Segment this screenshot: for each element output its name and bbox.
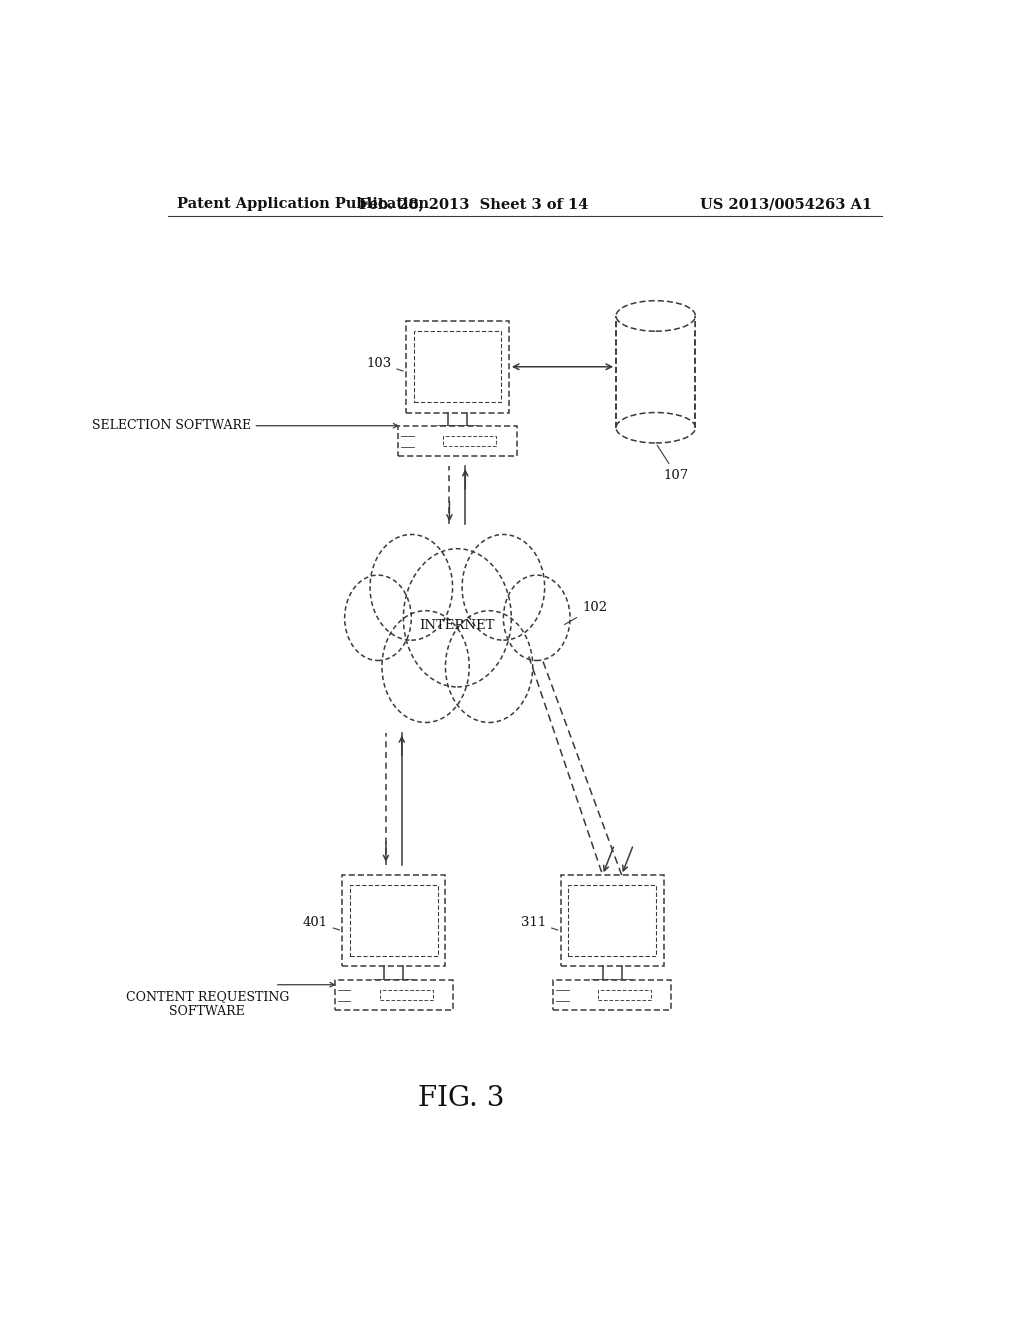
FancyBboxPatch shape [335,979,454,1010]
Ellipse shape [616,413,695,444]
FancyBboxPatch shape [568,886,655,956]
Text: 107: 107 [657,445,689,482]
Text: SELECTION SOFTWARE: SELECTION SOFTWARE [92,420,251,432]
FancyBboxPatch shape [342,875,445,966]
FancyBboxPatch shape [380,990,433,1001]
FancyBboxPatch shape [553,979,672,1010]
Text: 103: 103 [367,356,403,371]
Text: Patent Application Publication: Patent Application Publication [177,197,429,211]
FancyBboxPatch shape [398,426,517,457]
Text: 401: 401 [303,916,340,931]
Circle shape [462,535,545,640]
FancyBboxPatch shape [406,321,509,412]
Text: FIG. 3: FIG. 3 [418,1085,505,1111]
Circle shape [403,549,511,686]
FancyBboxPatch shape [616,315,694,331]
Circle shape [382,611,469,722]
Text: US 2013/0054263 A1: US 2013/0054263 A1 [700,197,872,211]
FancyBboxPatch shape [598,990,651,1001]
Circle shape [445,611,532,722]
Text: CONTENT REQUESTING
SOFTWARE: CONTENT REQUESTING SOFTWARE [126,990,289,1018]
Text: INTERNET: INTERNET [420,619,495,632]
FancyBboxPatch shape [350,886,437,956]
FancyBboxPatch shape [414,331,501,403]
Circle shape [504,576,570,660]
Circle shape [370,535,453,640]
FancyBboxPatch shape [443,436,497,446]
Circle shape [345,576,412,660]
FancyBboxPatch shape [560,875,664,966]
Text: Feb. 28, 2013  Sheet 3 of 14: Feb. 28, 2013 Sheet 3 of 14 [358,197,588,211]
Text: 311: 311 [521,916,558,931]
Ellipse shape [616,301,695,331]
Text: 102: 102 [564,601,607,624]
